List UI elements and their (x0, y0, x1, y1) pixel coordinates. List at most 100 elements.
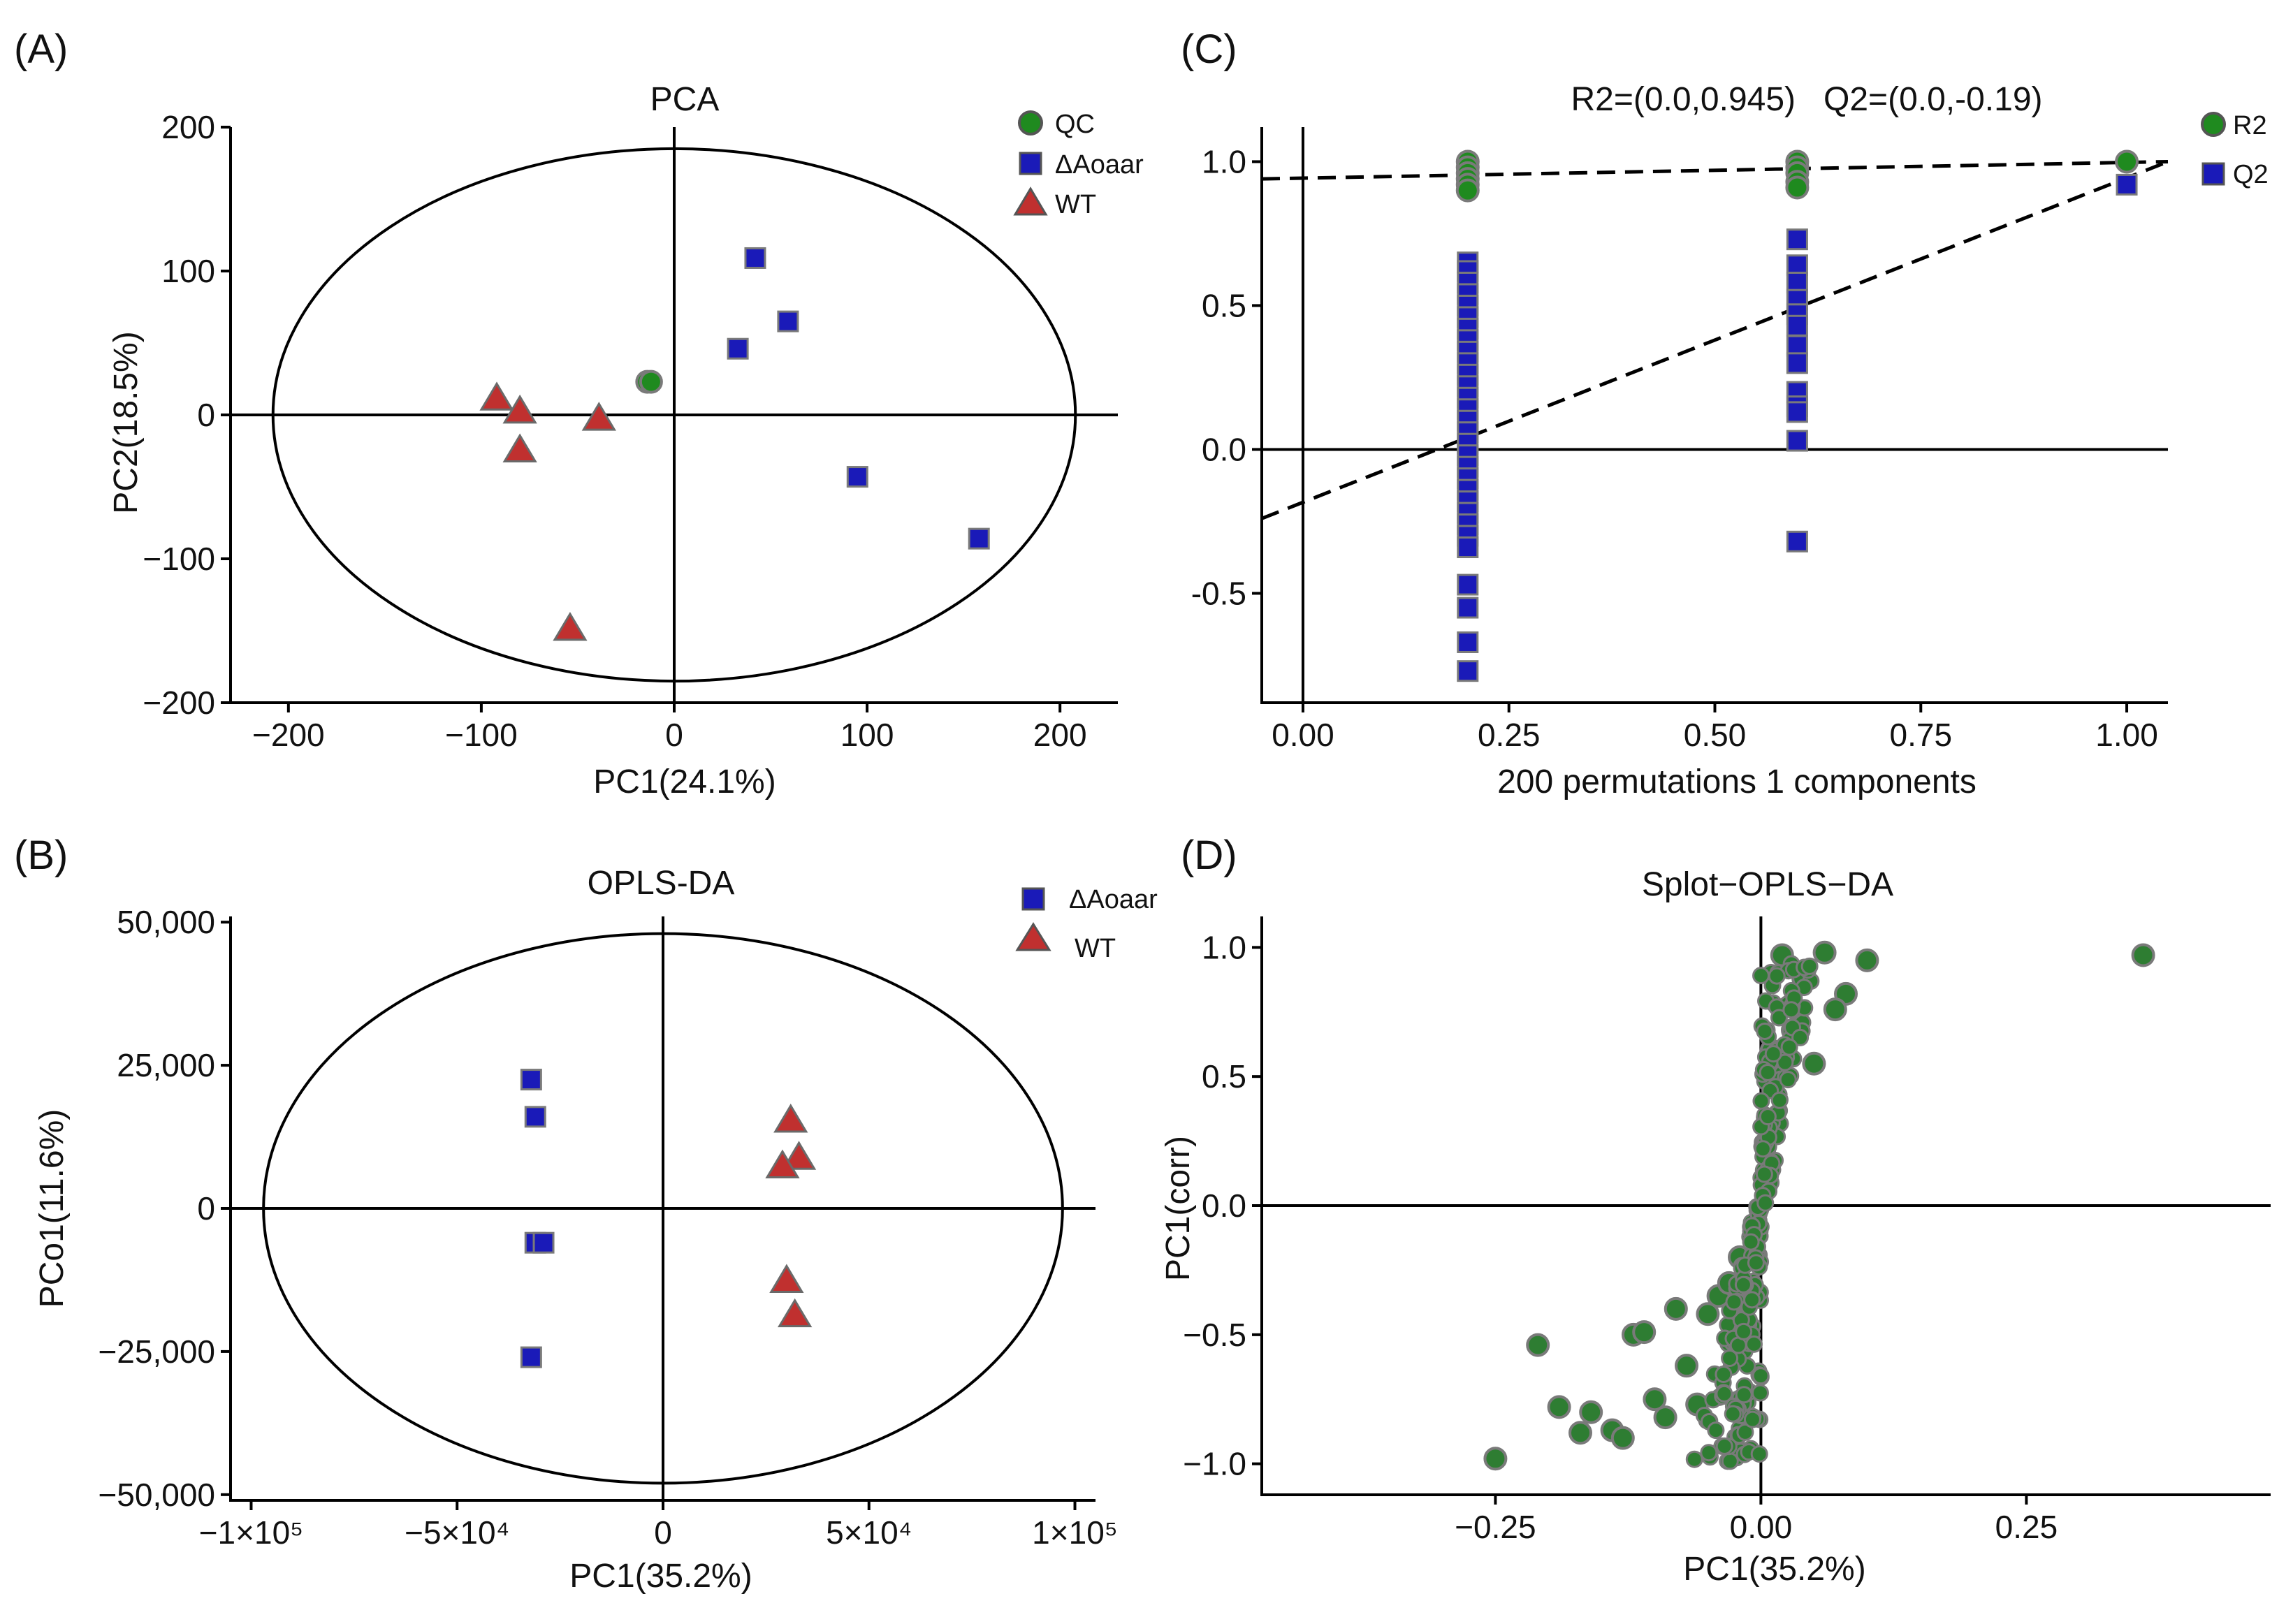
panel-a-point-wt-1 (502, 394, 537, 424)
panel-b-ytick-label-4: 50,000 (117, 904, 215, 940)
panel-d-band-point-248 (1759, 1108, 1777, 1126)
panel-d-point-variables-21 (1823, 997, 1847, 1022)
panel-a-ytick-label-4: 200 (161, 109, 215, 145)
panel-c-point-q2-27 (1457, 597, 1479, 619)
panel-d-xtick-label-0: −0.25 (1455, 1509, 1536, 1545)
legend-r2-marker (2201, 112, 2226, 137)
panel-d-band-point-241 (1782, 1001, 1800, 1019)
panel-a-point-aoaar-2 (727, 337, 749, 360)
panel-b-xtick-label-0: −1×10⁵ (199, 1514, 304, 1551)
panel-c-point-q2-42 (1786, 530, 1808, 553)
panel-d-label: (D) (1181, 833, 1237, 878)
panel-b-xtick-label-2: 0 (654, 1514, 672, 1551)
panel-d-band-point-254 (1791, 1028, 1810, 1046)
panel-a-point-aoaar-1 (777, 310, 799, 332)
panel-d-band-point-229 (1779, 1071, 1797, 1089)
panel-d-ytick-label-3: 0.5 (1202, 1058, 1246, 1095)
legend-q2-label: Q2 (2233, 160, 2269, 189)
panel-d-ytick-label-4: 1.0 (1202, 929, 1246, 965)
panel-d-point-variables-3 (1547, 1395, 1571, 1419)
legend-qc-label: QC (1055, 110, 1095, 139)
panel-d-band-point-259 (1780, 1038, 1798, 1056)
panel-b-xtick-label-4: 1×10⁵ (1032, 1514, 1118, 1551)
panel-b-point-aoaar-1 (524, 1106, 546, 1128)
panel-c-point-q2-35 (1786, 314, 1808, 337)
panel-d-point-variables-13 (1675, 1354, 1698, 1378)
panel-b-point-wt-2 (765, 1149, 800, 1179)
panel-c-point-q2-37 (1786, 352, 1808, 374)
panel-c-regression-line-0 (1261, 159, 2169, 181)
panel-d-band-point-243 (1735, 1386, 1753, 1404)
panel-c-xtick-label-4: 1.00 (2095, 717, 2158, 753)
panel-d-band-point-235 (1754, 1140, 1772, 1158)
panel-d-band-point-238 (1715, 1437, 1733, 1455)
panel-d-ytick-label-0: −1.0 (1183, 1446, 1246, 1482)
panel-d-point-variables-9 (1632, 1320, 1657, 1345)
panel-d-point-variables-15 (1696, 1302, 1720, 1326)
panel-b-point-aoaar-0 (520, 1069, 542, 1091)
panel-a-ytick-label-3: 100 (161, 253, 215, 289)
panel-b-xtick-label-1: −5×10⁴ (405, 1514, 509, 1551)
panel-d-band-point-137 (1715, 1384, 1733, 1403)
panel-d-band-point-239 (1770, 1091, 1789, 1109)
panel-d-band-point-255 (1759, 1063, 1777, 1081)
panel-d-band-point-244 (1756, 1194, 1775, 1212)
panel-d-band-point-207 (1700, 1444, 1718, 1462)
legend-b-wt-label: WT (1075, 934, 1116, 963)
panel-d-point-variables-12 (1664, 1296, 1688, 1321)
panel-a-xtick-label-0: −200 (252, 717, 325, 753)
panel-c-point-q2-41 (1786, 430, 1808, 452)
panel-d-band-point-208 (1742, 1233, 1760, 1251)
panel-c-legend: R2 Q2 (2201, 111, 2269, 189)
legend-q2-marker (2201, 162, 2225, 186)
panel-b-title: OPLS-DA (588, 865, 735, 902)
legend-b-aoaar-marker (1021, 887, 1045, 911)
panel-a-ylabel: PC2(18.5%) (108, 331, 145, 513)
panel-c-xlabel: 200 permutations 1 components (1497, 763, 1977, 800)
panel-a-point-wt-0 (479, 381, 514, 411)
panel-d-band-point-168 (1752, 1367, 1770, 1385)
panel-d-band-point-222 (1685, 1450, 1703, 1468)
panel-a-point-qc-1 (639, 370, 663, 394)
panel-d-plot-area: −0.25 0.00 0.25 −1.0 −0.5 0.0 0.5 1.0 (1183, 916, 2271, 1545)
panel-a-point-aoaar-4 (968, 527, 990, 550)
panel-d-ytick-label-1: −0.5 (1183, 1317, 1246, 1353)
panel-b-point-wt-0 (773, 1104, 808, 1133)
panel-d-band-point-242 (1752, 1092, 1770, 1110)
panel-d-point-variables-7 (1610, 1426, 1635, 1450)
panel-d-band-point-246 (1800, 957, 1819, 975)
panel-c-ytick-label-0: -0.5 (1191, 575, 1246, 611)
panel-a-point-aoaar-3 (846, 466, 868, 488)
panel-a-point-aoaar-0 (744, 247, 766, 269)
panel-a-label: (A) (14, 27, 68, 72)
panel-b-ytick-label-3: 25,000 (117, 1047, 215, 1083)
panel-a-plot-area: −200 −100 0 100 200 −200 −100 0 100 200 (143, 109, 1118, 753)
panel-c-plot-area: 0.00 0.25 0.50 0.75 1.00 -0.5 0.0 0.5 1.0 (1191, 127, 2169, 753)
panel-c-regression-line-1 (1261, 160, 2169, 520)
panel-d-band-point-227 (1756, 1022, 1774, 1040)
panel-d-ytick-label-2: 0.0 (1202, 1187, 1246, 1224)
panel-c-xtick-label-1: 0.25 (1478, 717, 1541, 753)
panel-d-band-point-198 (1776, 1053, 1794, 1071)
panel-d-point-variables-11 (1653, 1405, 1677, 1430)
panel-a-ytick-label-2: 0 (197, 397, 215, 433)
panel-b-ylabel: PCo1(11.6%) (34, 1109, 71, 1308)
panel-c-point-q2-26 (1457, 573, 1479, 596)
panel-c-label: (C) (1181, 27, 1237, 72)
panel-b-xlabel: PC1(35.2%) (569, 1558, 752, 1595)
panel-d-band-point-252 (1752, 967, 1770, 985)
panel-a-point-wt-4 (553, 611, 588, 641)
panel-d-band-point-216 (1715, 1365, 1733, 1383)
panel-d-band-point-250 (1747, 1254, 1765, 1272)
panel-d-band-point-253 (1743, 1291, 1761, 1309)
panel-c-point-r2-5 (1455, 178, 1480, 203)
panel-d-xtick-label-1: 0.00 (1730, 1509, 1793, 1545)
panel-d-point-variables-10 (1643, 1387, 1667, 1412)
panel-d-band-point-228 (1751, 1384, 1769, 1402)
panel-d-band-point-180 (1736, 1423, 1754, 1441)
panel-c-ytick-label-1: 0.0 (1202, 431, 1246, 467)
panel-d-band-point-251 (1725, 1293, 1743, 1311)
panel-d-point-variables-0 (2131, 943, 2155, 967)
panel-d-band-point-233 (1750, 1445, 1768, 1463)
legend-aoaar-label: ΔAoaar (1055, 150, 1144, 180)
